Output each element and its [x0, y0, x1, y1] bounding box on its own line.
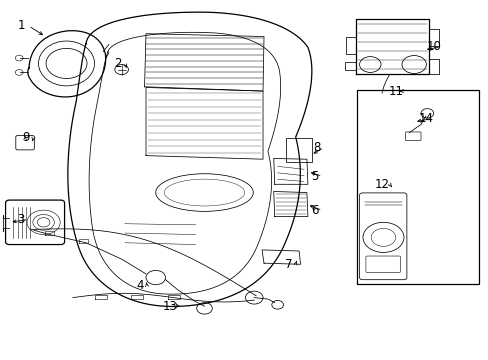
- Text: 7: 7: [284, 258, 291, 271]
- Bar: [356, 90, 478, 284]
- Text: 4: 4: [136, 279, 143, 292]
- Text: 12: 12: [374, 178, 389, 191]
- Text: 3: 3: [18, 213, 25, 226]
- Text: 8: 8: [312, 141, 320, 154]
- Text: 9: 9: [22, 131, 30, 144]
- Text: 6: 6: [311, 204, 318, 217]
- Text: 10: 10: [426, 40, 440, 53]
- Text: 5: 5: [311, 170, 318, 183]
- Text: 1: 1: [18, 19, 25, 32]
- Text: 2: 2: [114, 57, 121, 70]
- Text: 13: 13: [163, 300, 178, 313]
- Text: 11: 11: [388, 85, 403, 98]
- Text: 14: 14: [418, 112, 432, 125]
